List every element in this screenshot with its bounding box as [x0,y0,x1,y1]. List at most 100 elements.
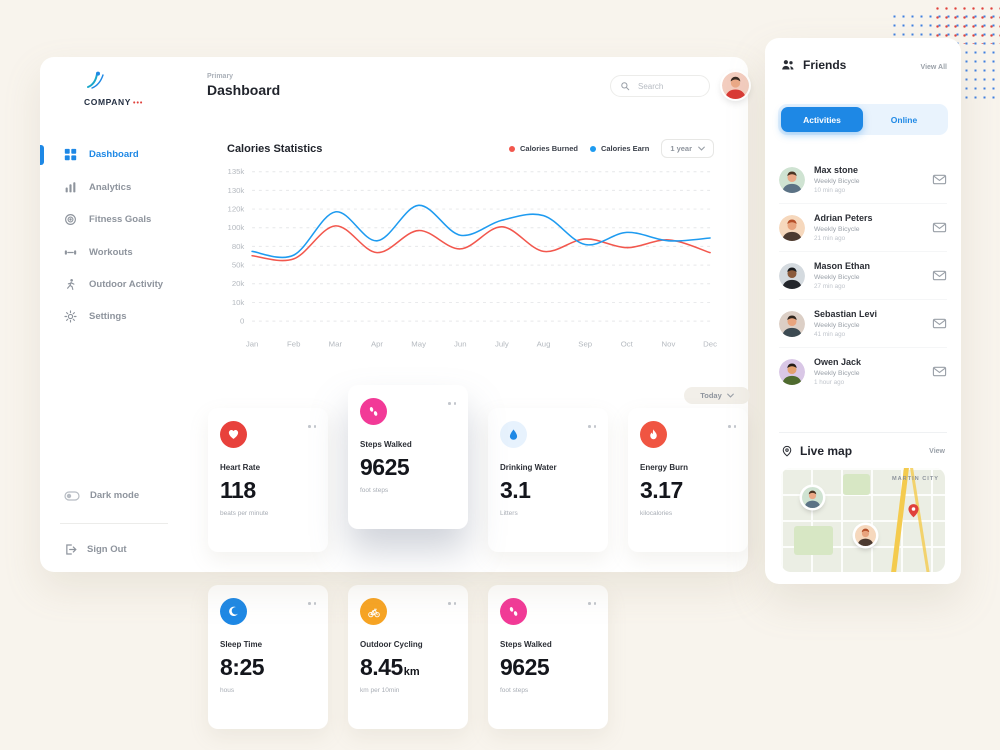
view-all-link[interactable]: View All [920,64,947,71]
live-map-header: Live map [781,444,852,458]
card-menu-button[interactable] [308,421,316,428]
tab-online[interactable]: Online [890,114,918,125]
live-map-preview[interactable]: MARTIN CITY [781,468,945,572]
map-park [794,526,834,556]
search-input[interactable] [636,80,700,92]
card-menu-button[interactable] [728,421,736,428]
friends-tabs: Activities Online [778,104,948,135]
friend-name: Sebastian Levi [814,309,878,319]
sidebar-item-fitness-goals[interactable]: Fitness Goals [40,206,190,232]
stat-unit: kilocalories [640,510,673,517]
friends-panel: Friends View All Activities Online Max s… [765,38,961,584]
page-title: Dashboard [207,82,281,98]
y-axis-label: 80k [232,242,245,251]
card-menu-button[interactable] [448,398,456,405]
stat-value: 9625 [360,454,410,480]
friend-name: Adrian Peters [814,213,873,223]
stat-value: 9625 [500,654,550,680]
x-axis-label: Aug [537,339,551,348]
x-axis-label: Feb [287,339,300,348]
friend-row-max-stone[interactable]: Max stone Weekly Bicycle 10 min ago [779,156,947,204]
message-icon[interactable] [932,316,947,331]
message-icon[interactable] [932,268,947,283]
today-select-dropdown[interactable]: Today [684,387,750,404]
message-icon[interactable] [932,220,947,235]
decor-dots-red [933,4,1000,44]
legend-dot-burned [509,145,516,152]
stat-value: 8.45km [360,654,420,680]
chevron-down-icon [698,146,705,151]
x-axis-label: May [411,339,426,348]
map-view-link[interactable]: View [929,448,945,455]
sidebar-item-workouts[interactable]: Workouts [40,239,190,265]
stat-unit: foot steps [360,487,389,494]
stat-unit: beats per minute [220,510,269,517]
stat-label: Steps Walked [360,440,412,449]
sidebar-item-label: Analytics [89,181,132,193]
friend-activity: Weekly Bicycle [814,273,860,281]
map-avatar-bubble [854,525,876,547]
dark-mode-toggle[interactable]: Dark mode [64,490,139,501]
chart-header: Calories Statistics Calories Burned Calo… [207,123,728,158]
stat-value: 8:25 [220,654,265,680]
map-park [843,474,870,496]
x-axis-label: Jan [246,339,259,348]
x-axis-label: Mar [329,339,343,348]
friend-time: 27 min ago [814,283,846,290]
user-avatar[interactable] [722,72,749,99]
stat-unit: Litters [500,510,518,517]
stat-label: Energy Burn [640,463,689,472]
dark-mode-label: Dark mode [90,490,140,501]
friend-time: 1 hour ago [814,379,845,386]
y-axis-label: 0 [240,317,244,326]
range-select-dropdown[interactable]: 1 year [661,139,714,158]
stat-value: 3.1 [500,477,531,503]
logo-dots: ••• [133,100,144,107]
card-menu-button[interactable] [308,598,316,605]
message-icon[interactable] [932,172,947,187]
logo-text: COMPANY ••• [84,97,144,107]
stat-card-steps-walked-2: Steps Walked 9625 foot steps [488,585,608,729]
sidebar-item-analytics[interactable]: Analytics [40,174,190,200]
tab-activities[interactable]: Activities [781,107,863,132]
legend-calories-earn: Calories Earn [589,144,649,153]
sidebar-item-dashboard[interactable]: Dashboard [40,141,190,167]
card-menu-button[interactable] [588,598,596,605]
sidebar-item-settings[interactable]: Settings [40,303,190,329]
friend-info: Max stone Weekly Bicycle 10 min ago [814,165,923,194]
sidebar-item-outdoor-activity[interactable]: Outdoor Activity [40,271,190,297]
card-menu-button[interactable] [448,598,456,605]
map-avatar-bubble [802,486,824,508]
steps-icon [500,598,527,625]
sidebar-item-label: Outdoor Activity [89,278,164,290]
x-axis-label: Apr [371,339,383,348]
search-input-container [610,75,710,97]
panel-divider [779,432,947,433]
y-axis-label: 120k [228,204,245,213]
card-menu-button[interactable] [588,421,596,428]
friend-info: Mason Ethan Weekly Bicycle 27 min ago [814,261,923,290]
range-select-value: 1 year [670,144,692,153]
friend-info: Adrian Peters Weekly Bicycle 21 min ago [814,213,923,242]
friend-time: 21 min ago [814,235,846,242]
sign-out-icon [66,544,77,555]
stat-label: Sleep Time [220,640,263,649]
main-dashboard-card: COMPANY ••• Dashboard Analytics Fitness G… [40,57,750,572]
legend-dot-earn [589,145,596,152]
friend-avatar [779,310,805,337]
message-icon[interactable] [932,364,947,379]
search-icon [621,82,630,91]
flame-icon [640,421,667,448]
stat-value: 3.17 [640,477,683,503]
stat-label: Outdoor Cycling [360,640,423,649]
sign-out-button[interactable]: Sign Out [64,543,127,556]
y-axis-label: 50k [232,261,245,270]
friend-row-owen-jack[interactable]: Owen Jack Weekly Bicycle 1 hour ago [779,348,947,395]
friend-row-sebastian-levi[interactable]: Sebastian Levi Weekly Bicycle 41 min ago [779,300,947,348]
legend-calories-burned: Calories Burned [509,144,578,153]
steps-icon [360,398,387,425]
friend-row-mason-ethan[interactable]: Mason Ethan Weekly Bicycle 27 min ago [779,252,947,300]
series-line-calories-burned [251,225,711,262]
friend-row-adrian-peters[interactable]: Adrian Peters Weekly Bicycle 21 min ago [779,204,947,252]
